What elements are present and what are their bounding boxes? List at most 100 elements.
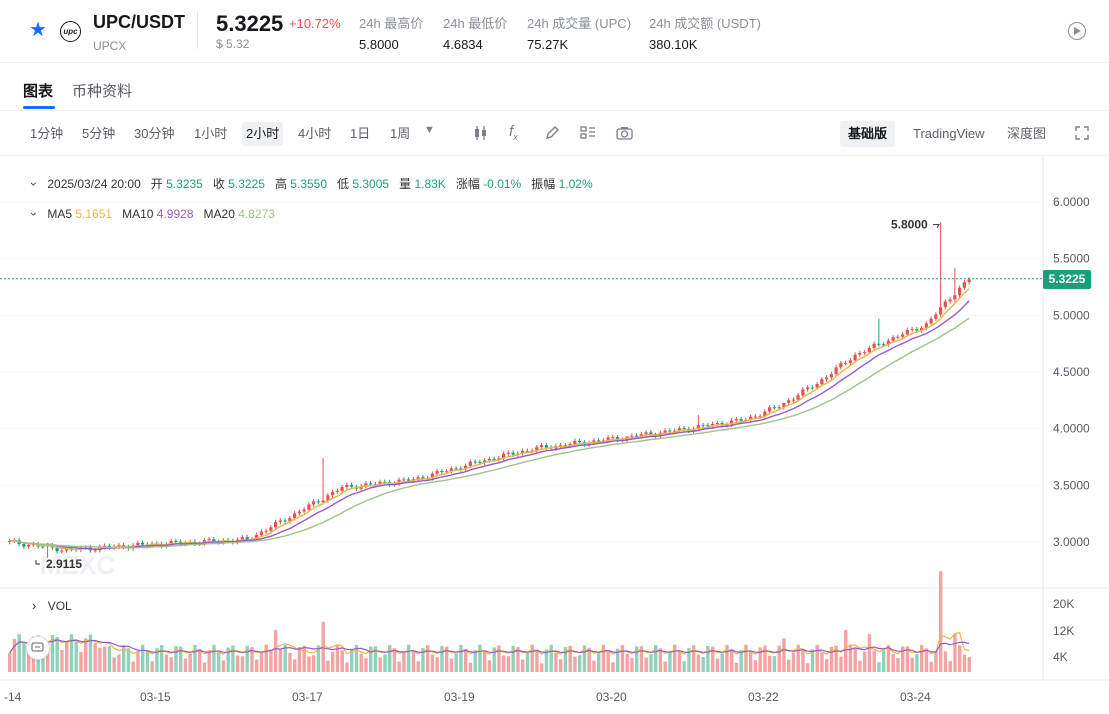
- stat-turnover-value: 380.10K: [649, 37, 698, 52]
- ma20-line: [9, 317, 970, 549]
- volume-bar: [497, 645, 501, 672]
- tab-coin-info[interactable]: 币种资料: [72, 83, 133, 100]
- interval-30m[interactable]: 30分钟: [134, 126, 175, 141]
- volume-bar: [378, 657, 382, 672]
- volume-bar: [430, 654, 435, 672]
- candle-body: [858, 352, 862, 355]
- volume-bar: [958, 645, 962, 672]
- chat-bubble-icon[interactable]: [26, 636, 50, 660]
- candle-body: [696, 425, 700, 429]
- volume-bar: [188, 653, 192, 672]
- volume-bar: [891, 653, 895, 672]
- volume-bar: [568, 645, 572, 672]
- tabs-divider: [0, 110, 1109, 111]
- price-tick-label: 3.5000: [1053, 478, 1090, 492]
- candle-body: [93, 550, 97, 552]
- volume-bar: [777, 645, 781, 672]
- volume-bar: [359, 653, 363, 672]
- candle-body: [801, 389, 805, 396]
- volume-bar: [734, 662, 739, 672]
- volume-bar: [183, 658, 188, 672]
- volume-bar: [259, 652, 264, 672]
- vol-value: 1.83K: [414, 177, 446, 191]
- interval-1h[interactable]: 1小时: [194, 126, 228, 141]
- interval-4h[interactable]: 4小时: [298, 126, 332, 141]
- volume-bar: [582, 645, 587, 672]
- candle-body: [715, 423, 719, 425]
- volume-bar: [369, 646, 373, 672]
- ma20-value: 4.8273: [238, 207, 275, 221]
- fullscreen-icon[interactable]: [1075, 126, 1089, 145]
- candle-body: [701, 425, 705, 427]
- volume-bar: [535, 649, 539, 672]
- collapse-chevron-icon[interactable]: ›: [27, 182, 41, 186]
- expand-chevron-icon[interactable]: ›: [32, 598, 37, 613]
- volume-bar: [544, 649, 549, 672]
- candle-body: [283, 520, 287, 522]
- volume-bar: [787, 659, 791, 672]
- interval-1d[interactable]: 1日: [350, 126, 371, 141]
- date-tick-label: 03-20: [596, 690, 627, 704]
- indicator-fx-icon[interactable]: fx: [509, 123, 518, 142]
- volume-bar: [616, 648, 620, 672]
- volume-bar: [929, 661, 933, 672]
- volume-bar: [620, 645, 625, 672]
- price-tick-label: 3.0000: [1053, 535, 1090, 549]
- candle-body: [891, 337, 895, 341]
- candlestick-chart[interactable]: MEXC 6.0000 5.5000 5.0000 4.5000 4.0000 3.500…: [0, 156, 1109, 714]
- ma5-value: 5.1651: [75, 207, 113, 221]
- candle-body: [521, 450, 525, 454]
- volume-bar: [844, 630, 848, 672]
- candle-body: [136, 542, 140, 546]
- vol-ma10-line: [9, 639, 970, 654]
- interval-1m[interactable]: 1分钟: [30, 126, 64, 141]
- mode-depth[interactable]: 深度图: [1007, 126, 1047, 141]
- candle-body: [948, 299, 952, 302]
- draw-pencil-icon[interactable]: [544, 125, 560, 146]
- volume-bar: [815, 644, 819, 672]
- candle-body: [278, 520, 282, 522]
- play-icon[interactable]: [1068, 22, 1086, 40]
- interval-1w[interactable]: 1周: [390, 126, 411, 141]
- volume-bar: [445, 646, 449, 672]
- volume-bar: [934, 650, 938, 672]
- candle-body: [397, 479, 401, 484]
- candle-body: [307, 504, 311, 510]
- volume-bar: [288, 652, 292, 672]
- candle-type-icon[interactable]: [474, 125, 488, 141]
- volume-bar: [335, 644, 340, 672]
- volume-bar: [654, 645, 658, 672]
- candle-body: [525, 450, 529, 452]
- camera-icon[interactable]: [616, 125, 633, 146]
- favorite-star-icon[interactable]: ★: [29, 19, 47, 41]
- mode-tradingview[interactable]: TradingView: [913, 126, 985, 141]
- collapse-chevron-icon[interactable]: ›: [27, 212, 41, 216]
- volume-bar: [416, 661, 420, 672]
- volume-bar: [948, 661, 952, 672]
- volume-bar: [55, 637, 59, 672]
- candle-body: [359, 486, 363, 489]
- candle-body: [440, 470, 444, 473]
- candle-body: [449, 468, 453, 472]
- candle-body: [321, 500, 325, 503]
- chevron-down-icon[interactable]: ▼: [424, 124, 435, 136]
- candle-body: [901, 334, 905, 337]
- volume-bar: [901, 646, 905, 672]
- layout-settings-icon[interactable]: [580, 125, 596, 146]
- ma10-label: MA10: [122, 207, 154, 221]
- volume-bar: [326, 660, 330, 672]
- coin-logo: upc: [60, 21, 81, 42]
- interval-2h[interactable]: 2小时: [242, 122, 284, 146]
- candle-date: 2025/03/24 20:00: [47, 177, 141, 191]
- candle-body: [791, 399, 795, 401]
- candle-body: [905, 329, 909, 335]
- date-tick-label: 03-24: [900, 690, 931, 704]
- candle-body: [407, 479, 411, 481]
- candle-body: [369, 483, 373, 485]
- mode-basic[interactable]: 基础版: [840, 121, 896, 147]
- tab-chart[interactable]: 图表: [23, 83, 54, 100]
- candle-body: [383, 481, 387, 483]
- volume-bar: [502, 655, 506, 672]
- date-tick-label: 03-15: [140, 690, 171, 704]
- interval-5m[interactable]: 5分钟: [82, 126, 116, 141]
